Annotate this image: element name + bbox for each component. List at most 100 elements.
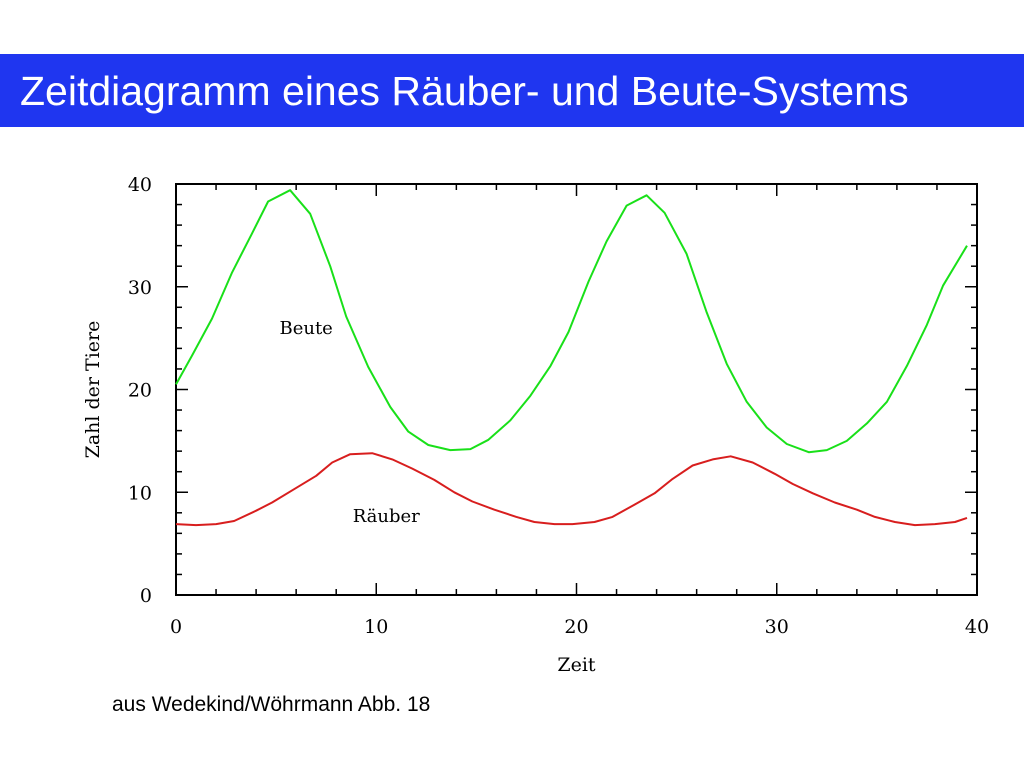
data-point [215, 523, 217, 525]
data-point [792, 483, 794, 485]
data-point [926, 324, 928, 326]
data-point [391, 458, 393, 460]
data-point [914, 524, 916, 526]
data-point [606, 241, 608, 243]
label-beute: Beute [279, 318, 332, 339]
data-point [571, 523, 573, 525]
y-tick-label: 0 [140, 585, 152, 607]
data-point [233, 520, 235, 522]
axis-ticks [175, 183, 978, 596]
data-point [553, 523, 555, 525]
plot-frame [175, 183, 978, 596]
data-point [349, 453, 351, 455]
data-point [515, 516, 517, 518]
data-point [654, 492, 656, 494]
series-line [175, 452, 968, 527]
data-point [966, 517, 968, 519]
data-point [942, 285, 944, 287]
data-point [195, 524, 197, 526]
data-point [672, 478, 674, 480]
series-line [175, 189, 968, 454]
data-point [826, 449, 828, 451]
data-point [411, 468, 413, 470]
data-point [906, 365, 908, 367]
data-point [726, 363, 728, 365]
data-point [834, 502, 836, 504]
data-point [752, 461, 754, 463]
data-point [766, 427, 768, 429]
data-point [509, 419, 511, 421]
series-raeuber [175, 452, 968, 527]
data-point [471, 500, 473, 502]
data-point [730, 455, 732, 457]
data-point [493, 509, 495, 511]
data-point [954, 521, 956, 523]
data-point [612, 516, 614, 518]
data-point [786, 443, 788, 445]
data-point [874, 516, 876, 518]
x-axis-title: Zeit [557, 654, 596, 676]
data-point [588, 281, 590, 283]
data-point [367, 366, 369, 368]
data-point [692, 465, 694, 467]
data-point [856, 509, 858, 511]
data-point [774, 473, 776, 475]
data-point [267, 200, 269, 202]
data-point [449, 449, 451, 451]
data-point [211, 318, 213, 320]
data-point [433, 479, 435, 481]
data-point [846, 440, 848, 442]
data-point [808, 451, 810, 453]
y-axis-title: Zahl der Tiere [82, 321, 104, 459]
data-point [812, 492, 814, 494]
data-point [594, 521, 596, 523]
series-layer [175, 189, 968, 527]
data-point [706, 311, 708, 313]
x-tick-label: 10 [364, 616, 388, 638]
data-point [191, 355, 193, 357]
data-point [309, 213, 311, 215]
data-point [634, 504, 636, 506]
data-point [251, 232, 253, 234]
data-point [866, 422, 868, 424]
x-tick-label: 0 [170, 616, 182, 638]
data-point [329, 265, 331, 267]
data-point [427, 444, 429, 446]
y-tick-label: 10 [128, 482, 152, 504]
data-point [289, 189, 291, 191]
data-point [487, 439, 489, 441]
data-point [567, 331, 569, 333]
data-point [626, 205, 628, 207]
data-point [549, 365, 551, 367]
data-point [293, 488, 295, 490]
data-point [255, 510, 257, 512]
x-tick-label: 40 [965, 616, 989, 638]
y-tick-label: 30 [128, 277, 152, 299]
data-point [646, 194, 648, 196]
data-point [345, 316, 347, 318]
label-raeuber: Räuber [353, 506, 420, 527]
data-point [175, 523, 177, 525]
data-point [894, 521, 896, 523]
data-point [271, 502, 273, 504]
slide-title: Zeitdiagramm eines Räuber- und Beute-Sys… [20, 68, 909, 114]
title-bar: Zeitdiagramm eines Räuber- und Beute-Sys… [0, 54, 1024, 127]
data-point [712, 458, 714, 460]
y-tick-label: 20 [128, 380, 152, 402]
x-tick-label: 20 [564, 616, 588, 638]
labels-layer: 0 10 20 30 40 0 10 20 30 40 Zeit Zahl der Tiere Beut… [82, 174, 989, 676]
data-point [686, 253, 688, 255]
data-point [664, 212, 666, 214]
series-beute [175, 189, 968, 454]
y-tick-label: 40 [128, 174, 152, 196]
data-point [331, 461, 333, 463]
data-point [934, 523, 936, 525]
data-point [175, 383, 177, 385]
data-point [886, 401, 888, 403]
data-point [231, 271, 233, 273]
data-point [371, 452, 373, 454]
data-point [407, 431, 409, 433]
data-point [453, 491, 455, 493]
source-note: aus Wedekind/Wöhrmann Abb. 18 [112, 693, 431, 716]
